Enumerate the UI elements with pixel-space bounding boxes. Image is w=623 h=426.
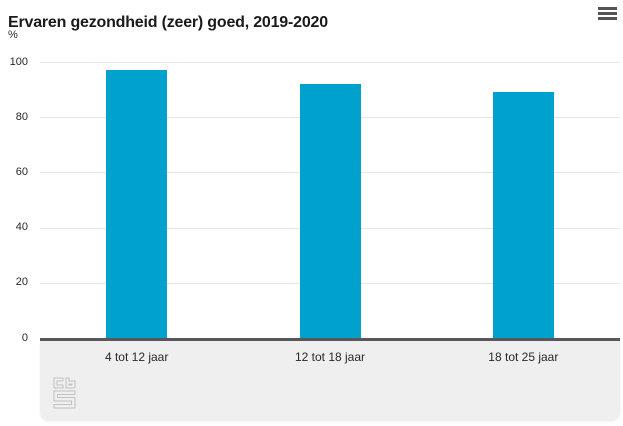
y-tick-label-20: 20 xyxy=(15,276,28,289)
chart-title: Ervaren gezondheid (zeer) goed, 2019-202… xyxy=(8,13,328,31)
y-tick-label-60: 60 xyxy=(15,165,28,178)
x-category-label-2: 12 tot 18 jaar xyxy=(294,350,366,364)
y-tick-label-100: 100 xyxy=(9,55,28,68)
x-axis-line xyxy=(40,338,620,341)
cbs-logo-icon xyxy=(53,377,76,409)
y-tick-label-0: 0 xyxy=(21,331,28,344)
y-axis-unit-label: % xyxy=(8,29,18,41)
gridline-100 xyxy=(40,62,620,63)
hamburger-bar xyxy=(598,17,617,20)
plot-area xyxy=(40,62,620,338)
x-category-label-1: 4 tot 12 jaar xyxy=(104,350,169,364)
hamburger-bar xyxy=(598,7,617,10)
x-category-label-3: 18 tot 25 jaar xyxy=(488,350,559,364)
bar-4-tot-12-jaar[interactable] xyxy=(106,70,168,338)
hamburger-menu-icon[interactable] xyxy=(598,7,617,21)
y-tick-label-40: 40 xyxy=(15,221,28,234)
hamburger-bar xyxy=(598,12,617,15)
x-axis-footer: 4 tot 12 jaar 12 tot 18 jaar 18 tot 25 jaa… xyxy=(40,341,620,421)
y-tick-label-80: 80 xyxy=(15,110,28,123)
bar-18-tot-25-jaar[interactable] xyxy=(492,92,554,338)
bar-12-tot-18-jaar[interactable] xyxy=(299,84,361,338)
